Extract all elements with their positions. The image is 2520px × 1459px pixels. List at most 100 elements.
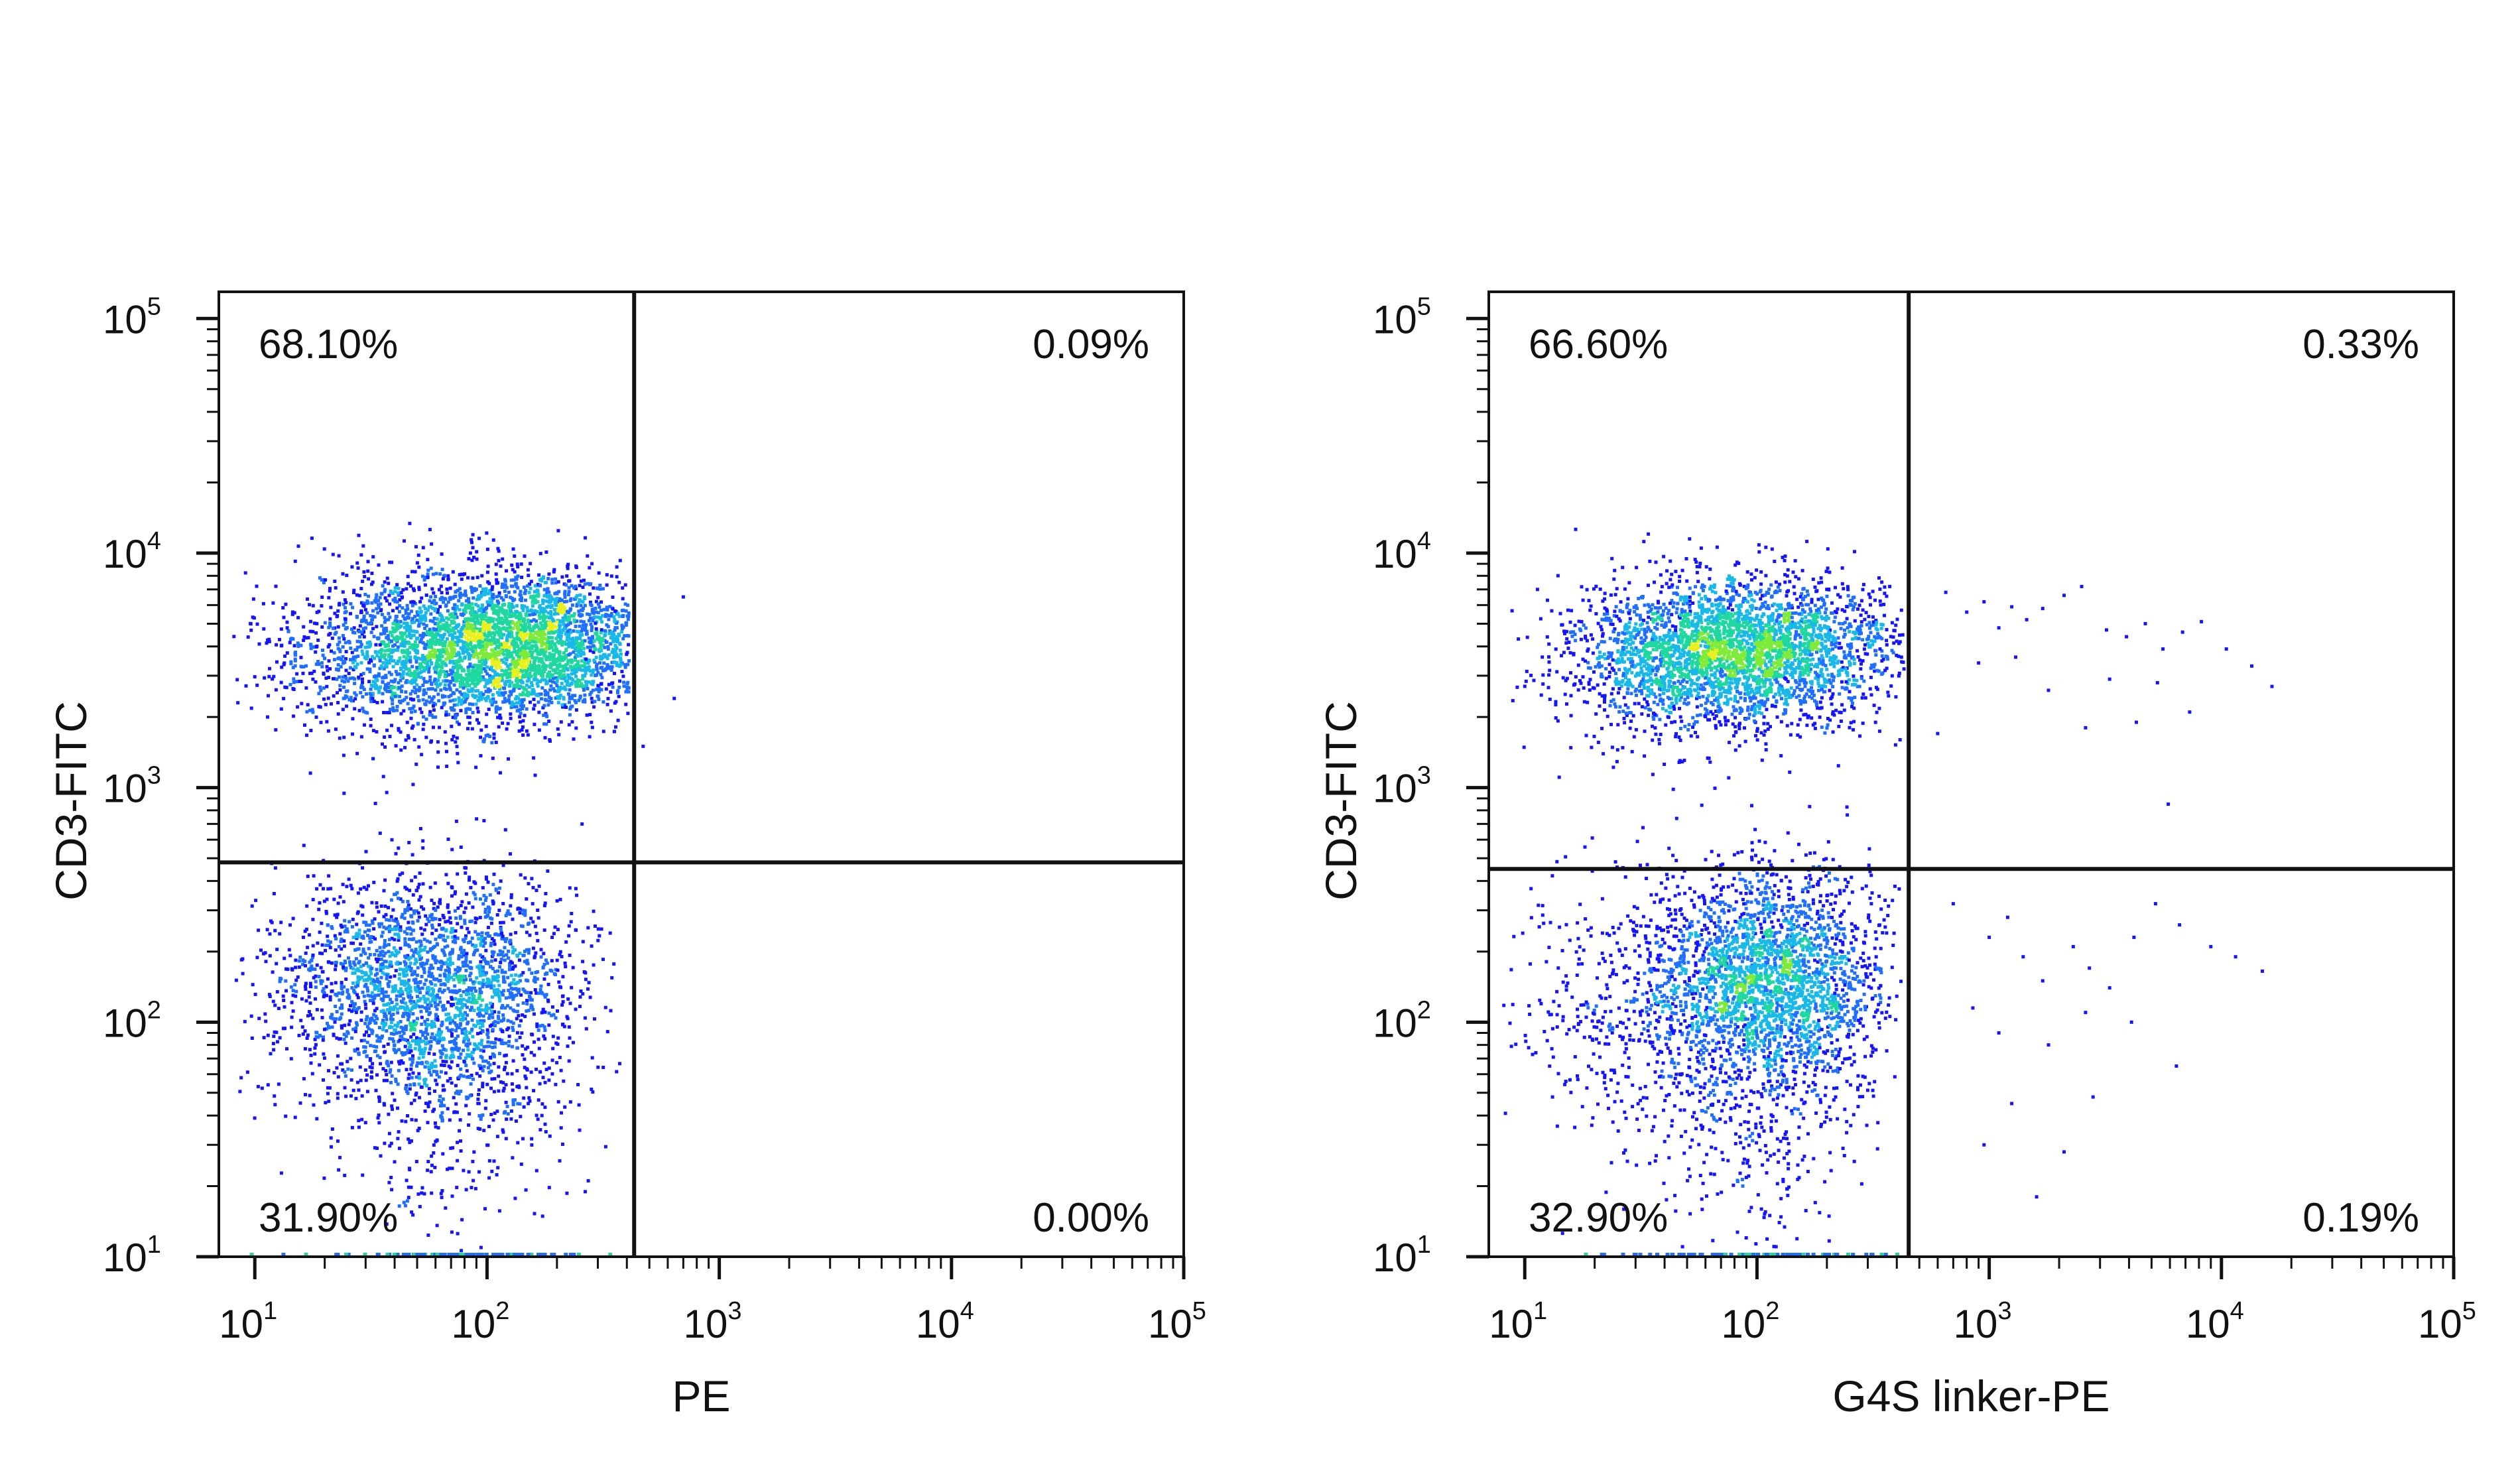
event-dot <box>519 615 523 619</box>
event-dot <box>388 1037 392 1041</box>
event-dot <box>599 645 603 649</box>
event-dot <box>450 1034 454 1038</box>
event-dot <box>361 627 365 631</box>
event-dot <box>429 740 433 744</box>
event-dot <box>492 631 496 635</box>
event-dot <box>434 961 438 965</box>
event-dot <box>377 954 381 957</box>
event-dot <box>503 682 507 686</box>
event-dot <box>342 753 346 757</box>
event-dot <box>416 553 420 557</box>
event-dot <box>411 724 415 728</box>
event-dot <box>601 587 605 591</box>
event-dot <box>533 703 536 707</box>
event-dot <box>343 924 347 928</box>
event-dot <box>441 635 445 639</box>
event-dot <box>346 679 350 683</box>
event-dot <box>395 998 399 1001</box>
event-dot <box>404 608 408 612</box>
event-dot <box>366 934 370 937</box>
event-dot <box>496 690 499 694</box>
event-dot <box>452 621 456 625</box>
event-dot <box>527 678 531 682</box>
event-dot <box>425 661 429 665</box>
event-dot <box>280 665 284 669</box>
event-dot <box>536 694 540 698</box>
event-dot <box>285 620 289 624</box>
event-dot <box>592 909 596 913</box>
event-dot <box>320 596 324 599</box>
event-dot <box>317 609 321 613</box>
event-dot <box>255 956 259 960</box>
event-dot <box>407 612 411 616</box>
event-dot <box>435 1007 439 1011</box>
event-dot <box>617 614 621 618</box>
event-dot <box>555 597 559 600</box>
event-dot <box>379 632 383 636</box>
event-dot <box>542 704 546 708</box>
event-dot <box>355 645 359 649</box>
event-dot <box>555 1060 559 1064</box>
event-dot <box>541 619 545 623</box>
event-dot <box>268 666 271 670</box>
event-dot <box>549 666 553 670</box>
event-dot <box>436 663 440 667</box>
event-dot <box>390 633 394 637</box>
event-dot <box>401 660 405 664</box>
event-dot <box>607 631 611 635</box>
event-dot <box>477 639 481 643</box>
event-dot <box>480 662 484 666</box>
event-dot <box>585 629 589 633</box>
event-dot <box>594 606 598 610</box>
event-dot <box>509 651 513 655</box>
event-dot <box>314 715 318 719</box>
event-dot <box>316 638 320 642</box>
event-dot <box>476 604 480 608</box>
event-dot <box>326 1024 330 1028</box>
event-dot <box>493 603 497 607</box>
event-dot <box>494 678 498 682</box>
event-dot <box>320 604 324 607</box>
event-dot <box>303 723 306 727</box>
event-dot <box>531 656 535 660</box>
event-dot <box>385 599 389 603</box>
event-dot <box>478 694 482 698</box>
event-dot <box>445 587 449 591</box>
event-dot <box>552 659 556 663</box>
event-dot <box>584 632 588 636</box>
event-dot <box>273 1003 277 1007</box>
event-dot <box>403 644 407 648</box>
event-dot <box>454 594 458 598</box>
event-dot <box>499 926 503 930</box>
event-dot <box>456 751 460 755</box>
event-dot <box>511 1100 515 1104</box>
event-dot <box>625 682 629 686</box>
event-dot <box>588 613 592 617</box>
event-dot <box>356 566 360 570</box>
event-dot <box>444 672 448 676</box>
event-dot <box>586 645 590 649</box>
event-dot <box>536 638 540 642</box>
event-dot <box>320 921 324 925</box>
event-dot <box>578 684 581 688</box>
event-dot <box>524 1047 528 1051</box>
event-dot <box>429 638 433 642</box>
event-dot <box>534 656 538 660</box>
event-dot <box>417 1056 421 1060</box>
event-dot <box>537 1047 541 1050</box>
event-dot <box>606 647 610 651</box>
event-dot <box>540 644 544 648</box>
event-dot <box>535 594 539 598</box>
event-dot <box>463 700 467 704</box>
event-dot <box>352 591 355 594</box>
event-dot <box>499 635 503 638</box>
event-dot <box>281 606 285 609</box>
event-dot <box>475 576 479 580</box>
event-dot <box>386 649 390 653</box>
event-dot <box>399 636 403 640</box>
event-dot <box>591 619 595 623</box>
event-dot <box>448 613 452 617</box>
event-dot <box>434 572 438 576</box>
event-dot <box>493 647 497 651</box>
event-dot <box>422 948 426 952</box>
